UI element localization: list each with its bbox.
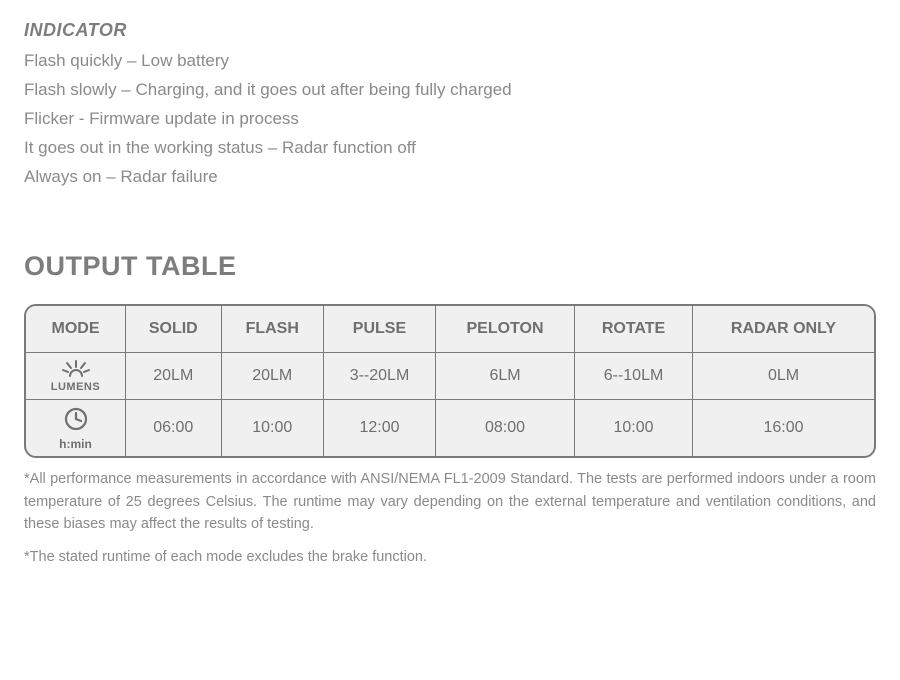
table-cell: 20LM <box>126 353 222 400</box>
col-header: RADAR ONLY <box>693 306 874 353</box>
row-header-lumens: LUMENS <box>26 353 126 400</box>
table-cell: 08:00 <box>436 400 575 456</box>
sun-rays-icon <box>61 359 91 381</box>
table-cell: 12:00 <box>324 400 436 456</box>
col-header: PULSE <box>324 306 436 353</box>
indicator-list: Flash quickly – Low battery Flash slowly… <box>24 47 876 191</box>
indicator-heading: INDICATOR <box>24 20 876 41</box>
row-header-runtime-label: h:min <box>59 438 92 450</box>
indicator-line: Always on – Radar failure <box>24 163 876 192</box>
table-cell: 16:00 <box>693 400 874 456</box>
clock-icon <box>63 406 89 436</box>
table-cell: 10:00 <box>222 400 324 456</box>
indicator-line: Flash quickly – Low battery <box>24 47 876 76</box>
indicator-line: It goes out in the working status – Rada… <box>24 134 876 163</box>
table-cell: 6--10LM <box>575 353 693 400</box>
table-row-runtime: h:min 06:00 10:00 12:00 08:00 10:00 16:0… <box>26 400 874 456</box>
table-cell: 10:00 <box>575 400 693 456</box>
indicator-line: Flash slowly – Charging, and it goes out… <box>24 76 876 105</box>
col-header: ROTATE <box>575 306 693 353</box>
indicator-line: Flicker - Firmware update in process <box>24 105 876 134</box>
col-header: PELOTON <box>436 306 575 353</box>
table-cell: 20LM <box>222 353 324 400</box>
output-table: MODE SOLID FLASH PULSE PELOTON ROTATE RA… <box>24 304 876 458</box>
output-table-heading: OUTPUT TABLE <box>24 251 876 282</box>
table-cell: 6LM <box>436 353 575 400</box>
footnote: *The stated runtime of each mode exclude… <box>24 546 876 568</box>
footnote: *All performance measurements in accorda… <box>24 468 876 535</box>
row-header-lumens-label: LUMENS <box>51 382 100 393</box>
col-header: FLASH <box>222 306 324 353</box>
table-cell: 3--20LM <box>324 353 436 400</box>
col-header-mode: MODE <box>26 306 126 353</box>
col-header: SOLID <box>126 306 222 353</box>
table-cell: 0LM <box>693 353 874 400</box>
table-row-lumens: LUMENS 20LM 20LM 3--20LM 6LM 6--10LM 0LM <box>26 353 874 400</box>
row-header-runtime: h:min <box>26 400 126 456</box>
table-cell: 06:00 <box>126 400 222 456</box>
table-header-row: MODE SOLID FLASH PULSE PELOTON ROTATE RA… <box>26 306 874 353</box>
